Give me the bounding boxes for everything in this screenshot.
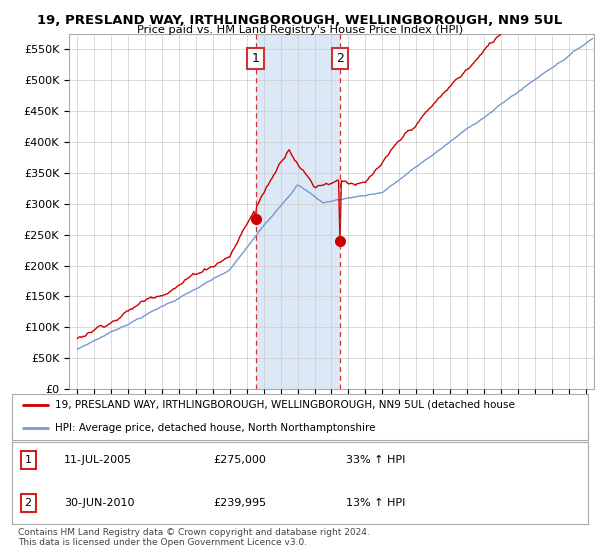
Text: 19, PRESLAND WAY, IRTHLINGBOROUGH, WELLINGBOROUGH, NN9 5UL: 19, PRESLAND WAY, IRTHLINGBOROUGH, WELLI… <box>37 14 563 27</box>
Text: Contains HM Land Registry data © Crown copyright and database right 2024.
This d: Contains HM Land Registry data © Crown c… <box>18 528 370 547</box>
Text: 1: 1 <box>252 52 260 65</box>
Text: 2: 2 <box>336 52 344 65</box>
Text: £239,995: £239,995 <box>214 498 267 508</box>
Text: 2: 2 <box>25 498 32 508</box>
Text: 19, PRESLAND WAY, IRTHLINGBOROUGH, WELLINGBOROUGH, NN9 5UL (detached house: 19, PRESLAND WAY, IRTHLINGBOROUGH, WELLI… <box>55 400 515 410</box>
Bar <box>256 34 340 389</box>
Text: HPI: Average price, detached house, North Northamptonshire: HPI: Average price, detached house, Nort… <box>55 423 376 433</box>
Text: £275,000: £275,000 <box>214 455 266 465</box>
Text: 33% ↑ HPI: 33% ↑ HPI <box>346 455 406 465</box>
Text: Price paid vs. HM Land Registry's House Price Index (HPI): Price paid vs. HM Land Registry's House … <box>137 25 463 35</box>
Text: 11-JUL-2005: 11-JUL-2005 <box>64 455 132 465</box>
Text: 30-JUN-2010: 30-JUN-2010 <box>64 498 134 508</box>
Text: 13% ↑ HPI: 13% ↑ HPI <box>346 498 406 508</box>
Text: 1: 1 <box>25 455 32 465</box>
